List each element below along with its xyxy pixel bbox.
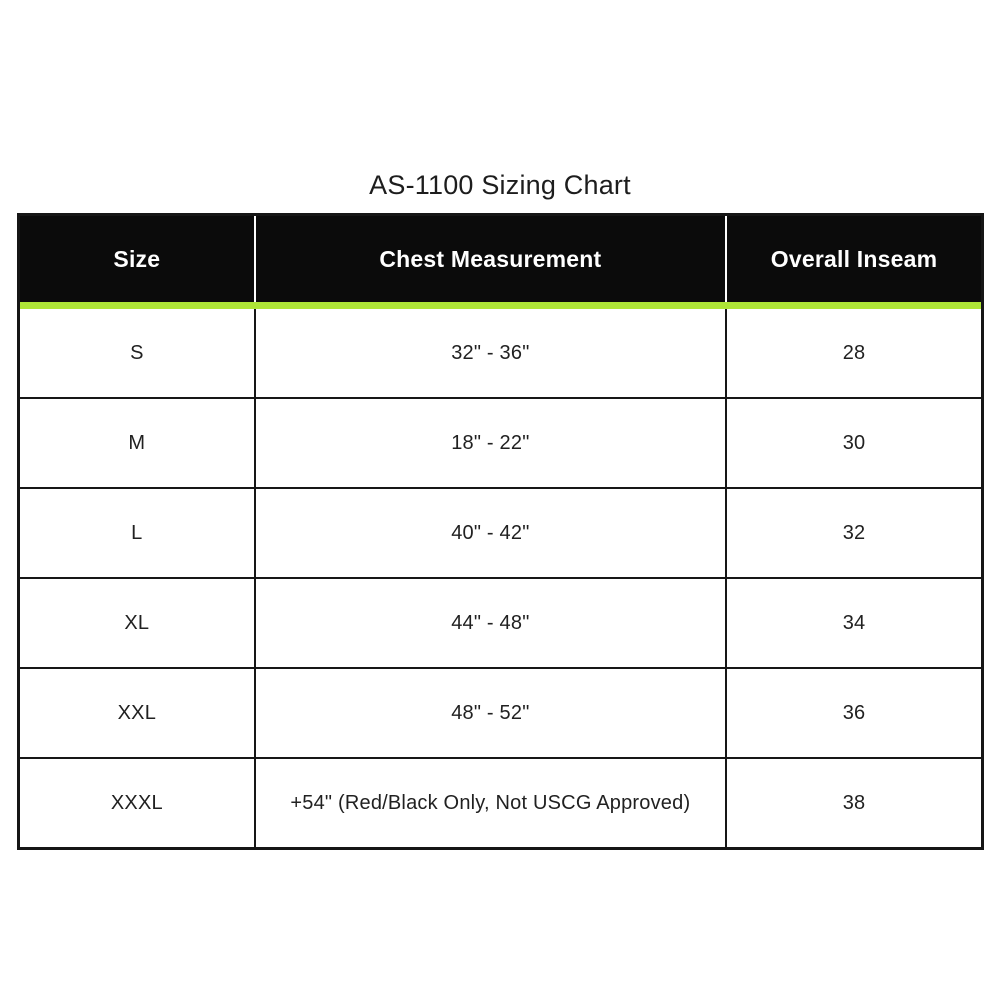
overall-inseam-cell: 38: [725, 757, 984, 850]
table-body: S 32" - 36" 28 M 18" - 22" 30 L 40" - 42" 32 XL 44…: [17, 309, 984, 850]
column-header-overall-inseam: Overall Inseam: [725, 214, 983, 302]
table-row: L 40" - 42" 32: [17, 487, 984, 579]
accent-divider: [18, 302, 983, 309]
overall-inseam-cell: 28: [725, 309, 984, 399]
size-cell: S: [17, 309, 256, 399]
size-cell: XL: [17, 577, 256, 669]
overall-inseam-cell: 36: [725, 667, 984, 759]
accent-divider-bar: [18, 302, 983, 309]
table-row: XXXL +54" (Red/Black Only, Not USCG Appro…: [17, 757, 984, 850]
chest-measurement-cell: 18" - 22": [253, 397, 728, 489]
size-cell: L: [17, 487, 256, 579]
size-cell: M: [17, 397, 256, 489]
chest-measurement-cell: +54" (Red/Black Only, Not USCG Approved): [253, 757, 728, 850]
chest-measurement-cell: 48" - 52": [253, 667, 728, 759]
table-row: M 18" - 22" 30: [17, 397, 984, 489]
table-row: XL 44" - 48" 34: [17, 577, 984, 669]
table-row: XXL 48" - 52" 36: [17, 667, 984, 759]
chest-measurement-cell: 44" - 48": [253, 577, 728, 669]
size-cell: XXXL: [17, 757, 256, 850]
page-title: AS-1100 Sizing Chart: [369, 170, 631, 200]
chest-measurement-cell: 40" - 42": [253, 487, 728, 579]
column-header-chest-measurement: Chest Measurement: [253, 214, 728, 302]
overall-inseam-cell: 32: [725, 487, 984, 579]
header-row: Size Chest Measurement Overall Inseam: [18, 214, 983, 302]
column-header-size: Size: [18, 214, 256, 302]
overall-inseam-cell: 34: [725, 577, 984, 669]
size-cell: XXL: [17, 667, 256, 759]
table-header: Size Chest Measurement Overall Inseam: [18, 214, 983, 309]
overall-inseam-cell: 30: [725, 397, 984, 489]
table-row: S 32" - 36" 28: [17, 309, 984, 399]
chest-measurement-cell: 32" - 36": [253, 309, 728, 399]
